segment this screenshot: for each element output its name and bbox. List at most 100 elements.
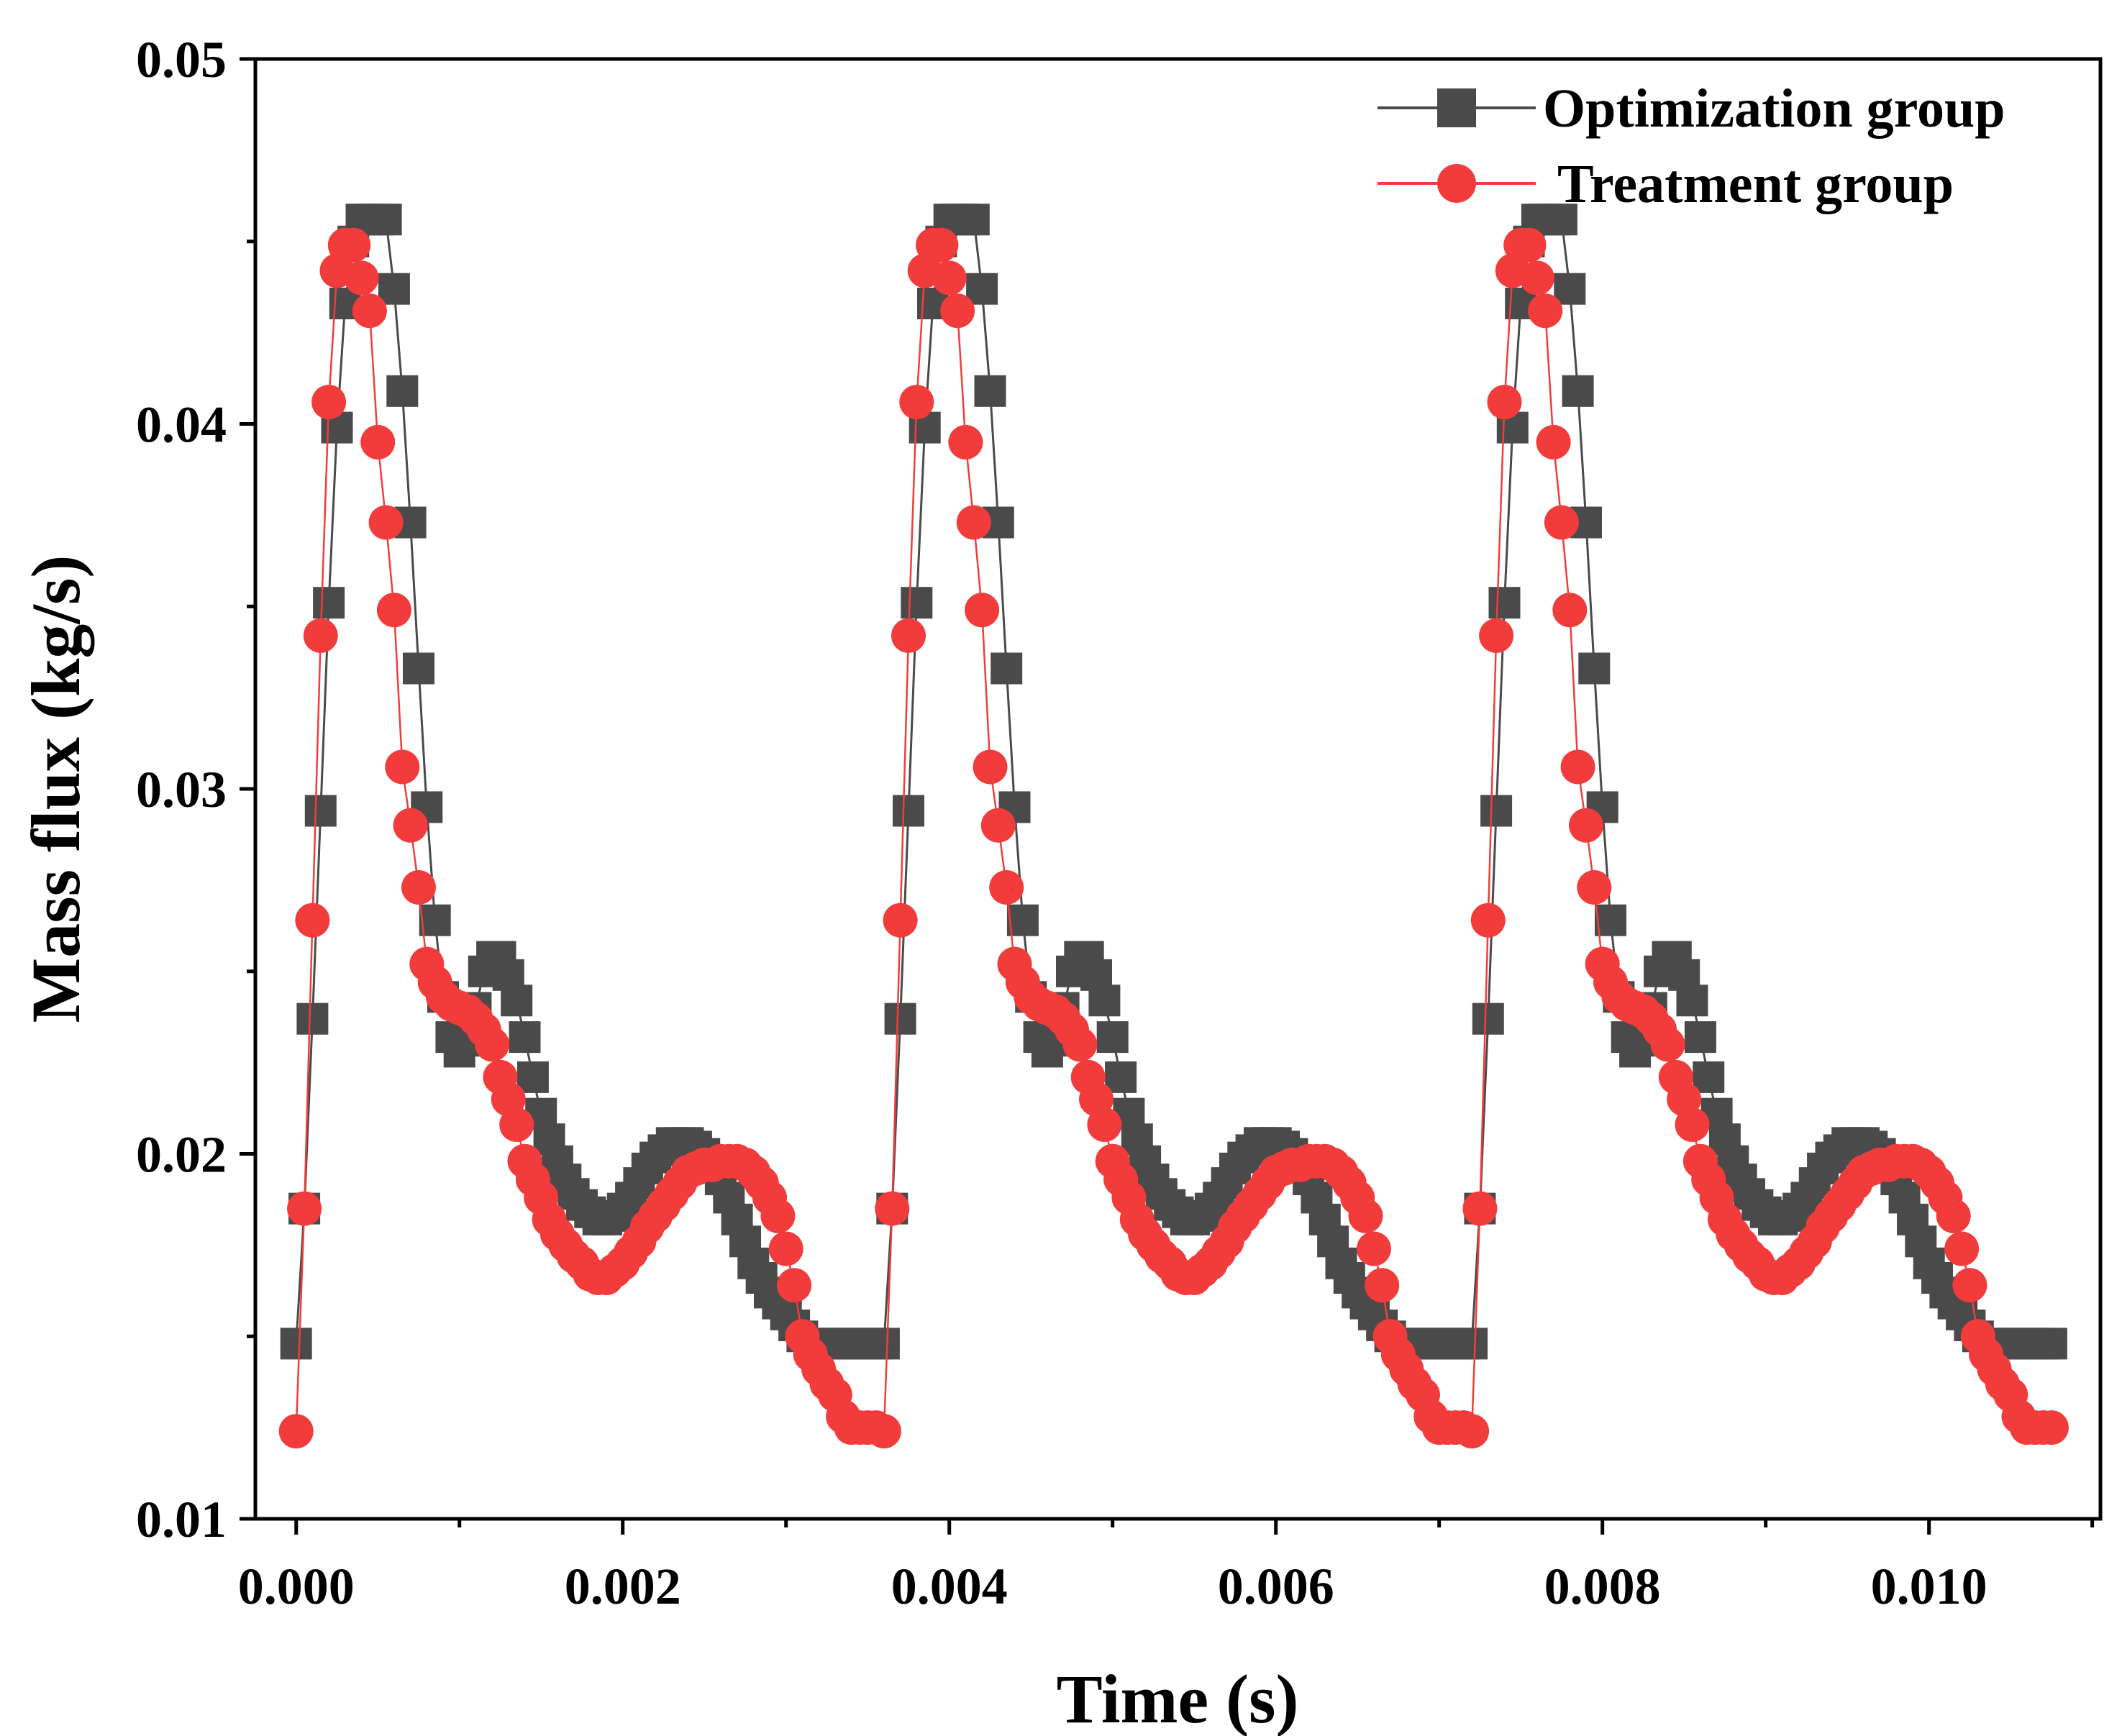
- data-point-square: [1684, 1021, 1716, 1054]
- data-point-circle: [768, 1231, 803, 1266]
- x-axis: 0.000 0.002 0.004 0.006 0.008 0.010: [238, 1519, 2095, 1615]
- plot-area: [278, 204, 2069, 1449]
- data-point-circle: [1569, 808, 1603, 843]
- data-point-circle: [1952, 1268, 1987, 1303]
- data-point-circle: [1519, 260, 1554, 296]
- data-point-circle: [932, 260, 967, 296]
- data-point-square: [1693, 1061, 1725, 1093]
- data-point-circle: [393, 808, 428, 843]
- data-point-circle: [1675, 1107, 1710, 1142]
- data-point-square: [516, 1061, 549, 1093]
- legend-label-optimization: Optimization group: [1543, 78, 2005, 139]
- data-point-square: [403, 652, 434, 685]
- data-point-circle: [965, 593, 1000, 628]
- data-point-square: [957, 204, 990, 236]
- data-point-square: [1545, 204, 1577, 236]
- data-point-square: [1472, 1002, 1504, 1035]
- data-point-circle: [352, 293, 387, 329]
- data-point-circle: [1552, 593, 1588, 628]
- data-point-circle: [303, 618, 338, 653]
- data-point-square: [378, 273, 410, 305]
- data-point-square: [1554, 273, 1586, 305]
- data-point-circle: [376, 593, 411, 628]
- data-point-square: [419, 904, 451, 936]
- data-point-circle: [760, 1198, 796, 1233]
- x-tick-label: 0.008: [1544, 1558, 1661, 1615]
- data-point-square: [1006, 904, 1039, 936]
- data-point-circle: [295, 903, 330, 938]
- data-point-square: [304, 795, 337, 827]
- data-point-circle: [1944, 1231, 1980, 1266]
- data-point-circle: [940, 293, 975, 329]
- x-tick-label: 0.000: [238, 1558, 355, 1615]
- data-point-circle: [344, 260, 379, 296]
- data-point-circle: [1487, 385, 1522, 420]
- data-point-circle: [1544, 505, 1579, 540]
- data-point-circle: [924, 227, 959, 262]
- data-point-circle: [287, 1191, 322, 1226]
- data-point-circle: [883, 903, 918, 938]
- y-tick-label: 0.03: [136, 761, 227, 818]
- data-point-circle: [1536, 424, 1571, 460]
- legend-marker-circle-icon: [1437, 164, 1476, 203]
- data-point-square: [1456, 1328, 1488, 1360]
- data-point-square: [1096, 1021, 1129, 1054]
- data-point-circle: [875, 1191, 910, 1226]
- data-point-circle: [956, 505, 991, 540]
- legend-item-optimization: Optimization group: [1378, 78, 2005, 139]
- data-point-circle: [989, 870, 1024, 905]
- data-point-circle: [499, 1107, 534, 1142]
- legend-item-treatment: Treatment group: [1378, 154, 1954, 214]
- data-point-square: [1595, 904, 1626, 936]
- data-point-square: [280, 1328, 312, 1360]
- data-point-circle: [1062, 1027, 1098, 1062]
- data-point-square: [901, 587, 933, 619]
- data-point-circle: [1577, 870, 1612, 905]
- data-point-circle: [948, 424, 983, 460]
- data-point-circle: [1356, 1231, 1391, 1266]
- data-point-square: [1578, 652, 1611, 685]
- data-point-circle: [401, 870, 436, 905]
- y-axis-title: Mass flux (kg/s): [17, 555, 94, 1023]
- data-point-square: [2035, 1328, 2067, 1360]
- x-tick-label: 0.010: [1871, 1558, 1987, 1615]
- data-point-circle: [980, 808, 1016, 843]
- data-point-circle: [1462, 1191, 1498, 1226]
- data-point-square: [966, 273, 998, 305]
- y-tick-label: 0.01: [136, 1491, 227, 1548]
- series-treatment: [278, 227, 2069, 1449]
- data-point-circle: [336, 227, 371, 262]
- data-point-circle: [866, 1414, 901, 1449]
- data-point-circle: [1479, 618, 1514, 653]
- data-point-circle: [311, 385, 347, 420]
- data-point-circle: [1511, 227, 1547, 262]
- data-point-square: [893, 795, 924, 827]
- data-point-square: [1562, 375, 1594, 407]
- data-point-square: [1088, 985, 1121, 1017]
- data-point-circle: [368, 505, 404, 540]
- data-point-square: [386, 375, 419, 407]
- data-point-circle: [1936, 1198, 1971, 1233]
- x-tick-label: 0.004: [891, 1558, 1008, 1615]
- y-tick-label: 0.02: [136, 1126, 227, 1184]
- data-point-circle: [385, 749, 420, 785]
- y-tick-label: 0.05: [136, 31, 227, 88]
- data-point-circle: [1470, 903, 1506, 938]
- data-point-circle: [1560, 749, 1595, 785]
- legend-marker-square-icon: [1437, 88, 1476, 127]
- data-point-square: [509, 1021, 541, 1054]
- data-point-circle: [899, 385, 934, 420]
- data-point-circle: [1528, 293, 1563, 329]
- data-point-circle: [1454, 1414, 1490, 1449]
- legend: Optimization group Treatment group: [1378, 78, 2005, 214]
- data-point-circle: [1087, 1107, 1122, 1142]
- legend-label-treatment: Treatment group: [1557, 154, 1954, 214]
- data-point-square: [974, 375, 1006, 407]
- data-point-circle: [1365, 1268, 1400, 1303]
- y-tick-label: 0.04: [136, 396, 227, 454]
- data-point-square: [884, 1002, 916, 1035]
- data-point-circle: [475, 1027, 510, 1062]
- data-point-circle: [777, 1268, 812, 1303]
- data-point-circle: [1348, 1198, 1383, 1233]
